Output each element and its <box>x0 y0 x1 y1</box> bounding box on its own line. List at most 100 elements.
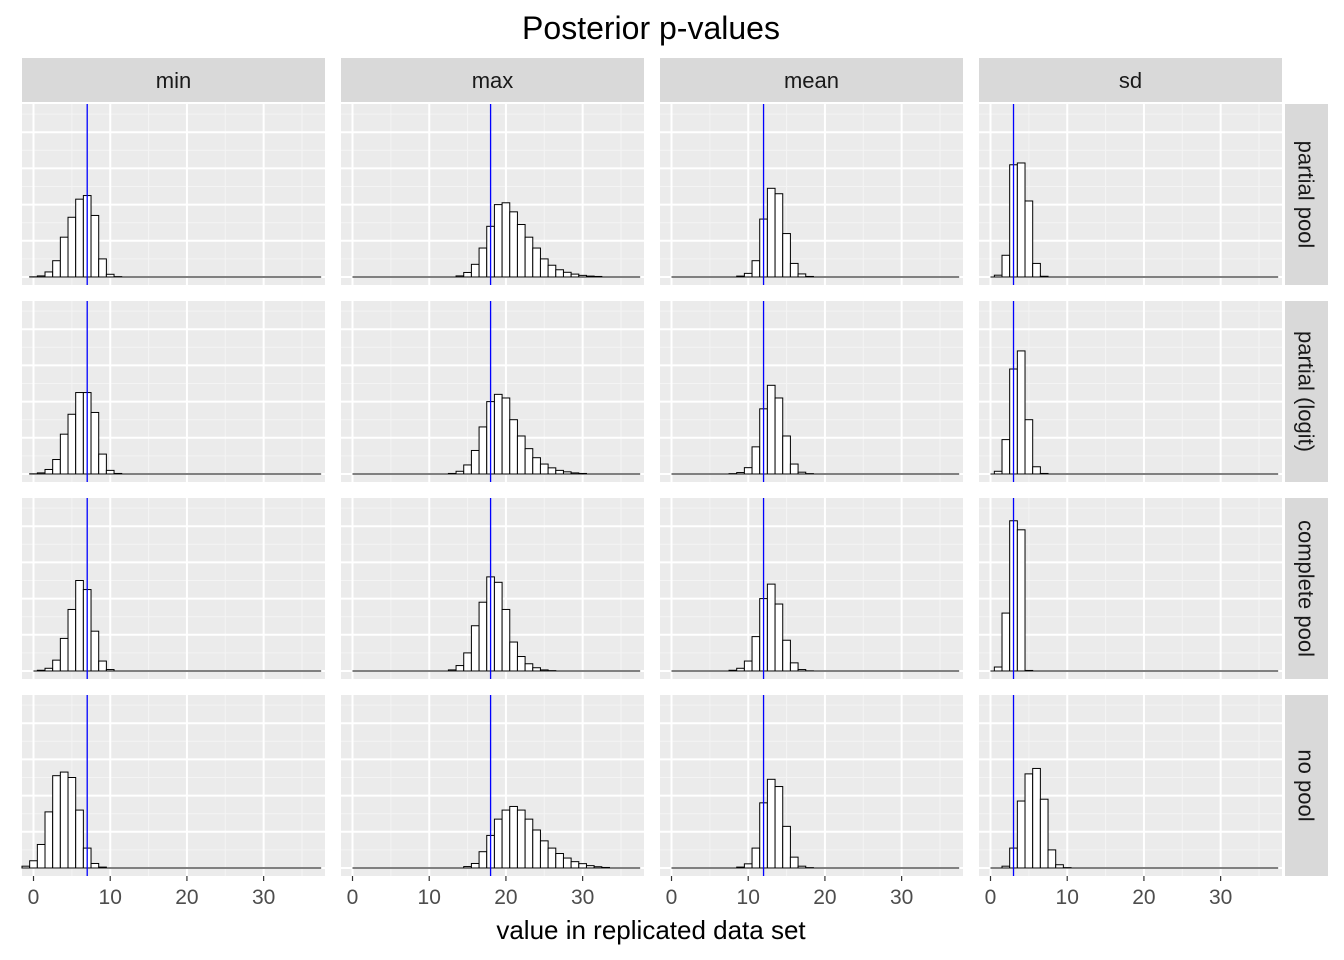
histogram-bar <box>1001 439 1011 475</box>
histogram-bar <box>493 204 503 278</box>
histogram-bar <box>447 669 457 672</box>
histogram-bar <box>470 449 480 475</box>
histogram-bar <box>501 397 511 475</box>
histogram-bar <box>585 865 595 869</box>
histogram-bar <box>67 216 77 278</box>
histogram-bar <box>509 211 518 278</box>
x-axis-title: value in replicated data set <box>496 915 806 945</box>
panel-sd-row-1 <box>979 104 1282 285</box>
histogram-bar <box>789 463 799 475</box>
x-tick-label: 20 <box>1132 886 1155 909</box>
histogram-bar <box>1024 419 1034 475</box>
histogram-bar <box>570 861 580 869</box>
histogram-bar <box>463 652 472 672</box>
histogram-bar <box>539 463 549 475</box>
histogram-bar <box>463 866 472 869</box>
panel-sd-row-2 <box>979 301 1282 482</box>
histogram-bar <box>90 630 100 672</box>
histogram-bar <box>44 667 54 672</box>
histogram-bar <box>532 247 541 278</box>
histogram-bar <box>455 470 465 475</box>
histogram-bar <box>743 272 753 278</box>
row-strip-complete-pool <box>1285 498 1328 679</box>
histogram-bar <box>1024 669 1034 672</box>
histogram-bar <box>547 264 557 278</box>
histogram-bar <box>1016 162 1026 278</box>
histogram-bar <box>751 260 761 278</box>
histogram-bar <box>578 274 587 278</box>
histogram-bar <box>516 656 526 672</box>
histogram-bar <box>98 660 107 672</box>
column-strip-min <box>22 58 325 102</box>
panel-max-row-4 <box>341 695 644 876</box>
histogram-bar <box>736 667 745 672</box>
histogram-bar <box>21 865 31 869</box>
histogram-bar <box>36 843 46 869</box>
histogram-bar <box>736 275 745 278</box>
panel-mean-row-4 <box>660 695 963 876</box>
panel-background <box>660 695 963 876</box>
histogram-bar <box>766 583 776 672</box>
histogram-bar <box>98 258 107 278</box>
histogram-bar <box>562 857 572 869</box>
histogram-bar <box>797 865 807 869</box>
histogram-bar <box>1016 529 1026 672</box>
histogram-bar <box>98 453 107 475</box>
histogram-bar <box>113 472 123 475</box>
histogram-bar <box>1032 767 1041 869</box>
histogram-bar <box>539 840 549 869</box>
histogram-bar <box>782 825 791 869</box>
histogram-bar <box>751 636 761 672</box>
x-tick-label: 10 <box>737 886 760 909</box>
histogram-bar <box>509 419 518 475</box>
histogram-bar <box>736 866 745 869</box>
histogram-bar <box>555 269 564 278</box>
histogram-bar <box>516 435 526 475</box>
histogram-bar <box>493 581 503 672</box>
column-strip-label: min <box>156 68 191 93</box>
histogram-bar <box>578 472 587 475</box>
histogram-bar <box>29 860 38 869</box>
histogram-bar <box>59 771 69 869</box>
histogram-bar <box>478 851 488 869</box>
histogram-bar <box>532 667 541 672</box>
histogram-bar <box>524 236 534 278</box>
histogram-bar <box>455 665 465 672</box>
histogram-bar <box>463 271 472 278</box>
histogram-bar <box>532 829 541 869</box>
histogram-bar <box>52 459 61 475</box>
panel-min-row-2 <box>22 301 325 482</box>
panel-min-row-1 <box>22 104 325 285</box>
histogram-bar <box>601 866 610 869</box>
panel-min-row-3 <box>22 498 325 679</box>
x-tick-label: 30 <box>252 886 275 909</box>
histogram-bar <box>1001 612 1011 672</box>
histogram-bar <box>59 236 69 278</box>
panel-max-row-1 <box>341 104 644 285</box>
histogram-bar <box>501 809 511 869</box>
histogram-bar <box>774 397 784 475</box>
histogram-bar <box>1016 800 1026 869</box>
histogram-bar <box>539 258 549 278</box>
histogram-bar <box>593 866 603 869</box>
histogram-bar <box>736 472 745 475</box>
panel-background <box>660 301 963 482</box>
histogram-bar <box>1039 798 1049 869</box>
histogram-bar <box>743 467 753 475</box>
histogram-bar <box>105 273 115 278</box>
histogram-bar <box>478 601 488 672</box>
histogram-bar <box>493 818 503 869</box>
histogram-bar <box>993 470 1003 475</box>
x-tick-label: 30 <box>1209 886 1232 909</box>
histogram-bar <box>478 426 488 475</box>
histogram-bar <box>75 198 84 278</box>
column-strip-label: sd <box>1119 68 1142 93</box>
histogram-bar <box>993 274 1003 278</box>
histogram-bar <box>774 603 784 672</box>
histogram-bar <box>1039 275 1049 278</box>
histogram-bar <box>1024 200 1034 278</box>
histogram-bar <box>1055 864 1064 869</box>
histogram-bar <box>52 775 61 869</box>
histogram-bar <box>90 411 100 475</box>
